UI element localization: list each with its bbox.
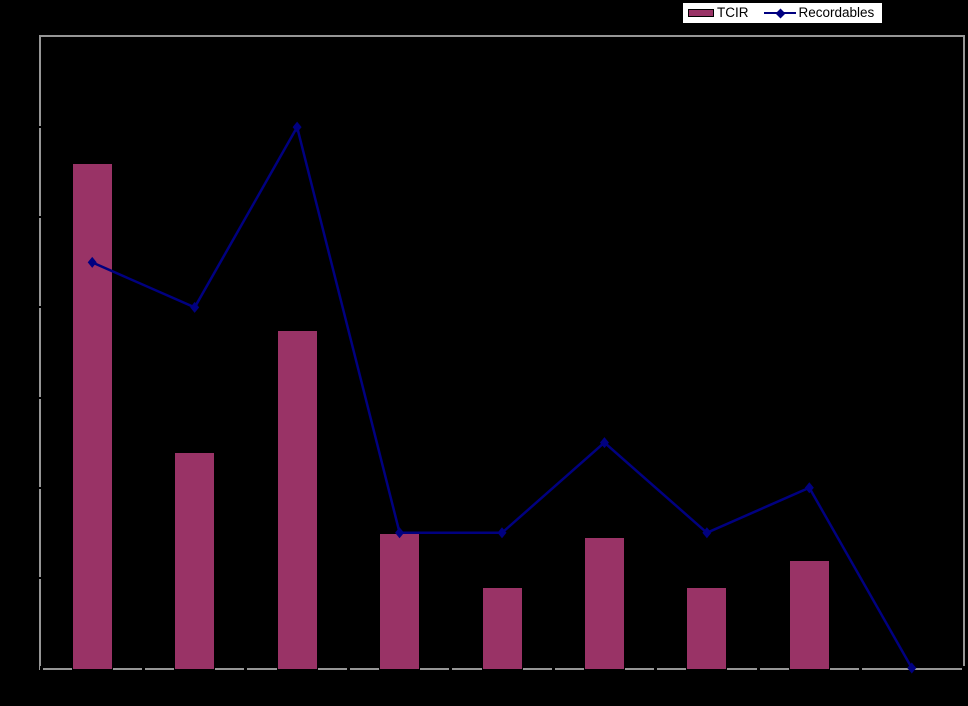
- x-axis-tick: [141, 666, 145, 674]
- recordables-marker: [190, 301, 200, 313]
- recordables-marker: [804, 482, 814, 494]
- recordables-line: [91, 123, 913, 669]
- legend-swatch-tcir: [688, 9, 714, 17]
- x-axis-tick: [346, 666, 350, 674]
- y-axis-tick: [35, 126, 44, 129]
- legend: TCIR Recordables: [682, 2, 884, 24]
- x-axis-tick: [551, 666, 555, 674]
- recordables-marker: [87, 256, 97, 268]
- y-axis-tick: [35, 216, 44, 219]
- legend-label-tcir: TCIR: [717, 5, 749, 21]
- bar-tcir: [788, 559, 830, 670]
- bar-tcir: [71, 163, 113, 670]
- bar-tcir: [583, 537, 625, 670]
- x-axis-tick: [449, 666, 453, 674]
- recordables-marker: [292, 121, 302, 133]
- legend-label-recordables: Recordables: [798, 5, 875, 21]
- bar-tcir: [481, 586, 523, 670]
- recordables-marker: [497, 527, 507, 539]
- recordables-marker: [599, 437, 609, 449]
- plot-area: [35, 35, 965, 674]
- legend-marker-recordables: [763, 7, 796, 19]
- recordables-marker: [395, 527, 405, 539]
- bar-tcir: [276, 329, 318, 670]
- x-axis-tick: [756, 666, 760, 674]
- x-axis-tick: [39, 666, 43, 674]
- line-layer: [87, 121, 917, 674]
- plot-inner: [35, 37, 965, 674]
- y-axis-tick: [35, 396, 44, 399]
- bar-tcir: [686, 586, 728, 670]
- y-axis-tick: [35, 306, 44, 309]
- bar-tcir: [379, 532, 421, 670]
- recordables-marker: [907, 662, 917, 674]
- y-axis-tick: [35, 486, 44, 489]
- y-axis-tick: [35, 576, 44, 579]
- recordables-marker: [702, 527, 712, 539]
- bar-tcir: [174, 451, 216, 670]
- x-axis-tick: [961, 666, 965, 674]
- x-axis-tick: [859, 666, 863, 674]
- legend-diamond-icon: [775, 8, 785, 19]
- x-axis-tick: [654, 666, 658, 674]
- x-axis-tick: [244, 666, 248, 674]
